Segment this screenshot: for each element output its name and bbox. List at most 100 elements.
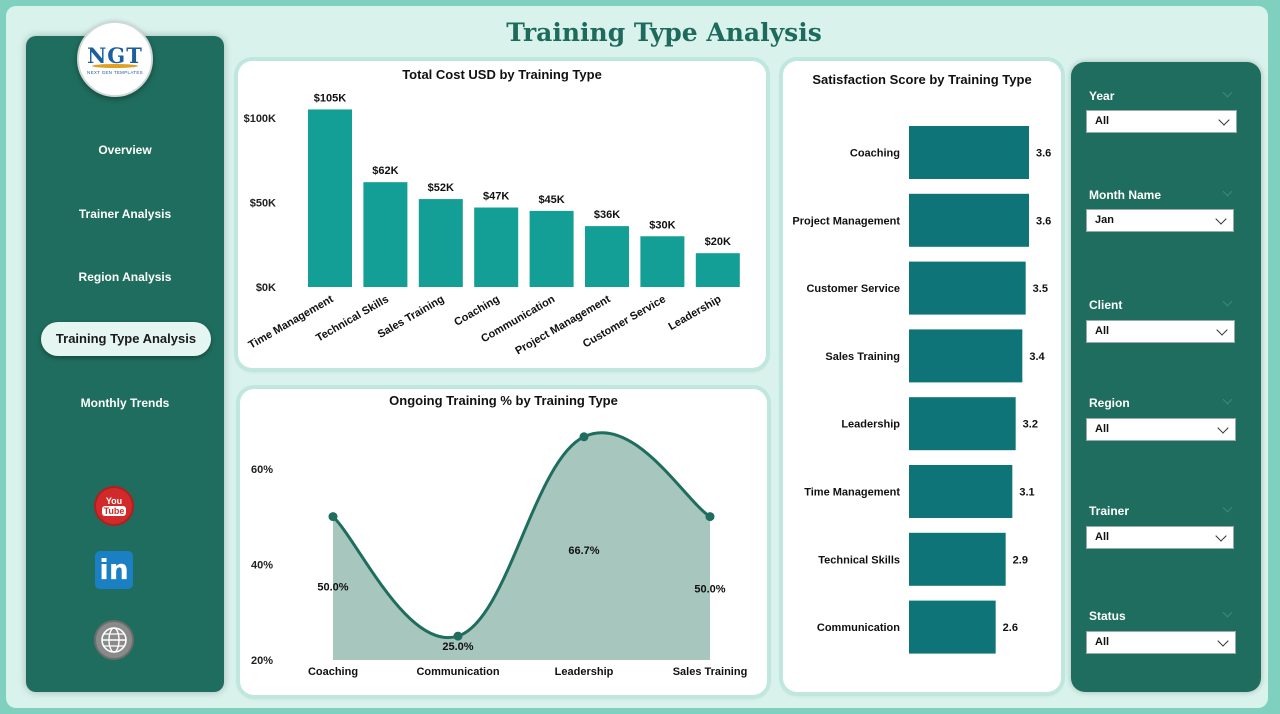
filter-status-value: All — [1095, 636, 1110, 648]
x-tick-label: Leadership — [666, 293, 723, 333]
bar — [529, 210, 574, 287]
linkedin-icon[interactable]: in — [95, 551, 133, 589]
chevron-down-icon[interactable] — [1222, 186, 1233, 197]
chevron-down-icon[interactable] — [1222, 296, 1233, 307]
bar — [909, 532, 1006, 586]
chevron-down-icon — [1215, 213, 1227, 225]
chevron-down-icon[interactable] — [1222, 394, 1233, 405]
y-tick-label: $50K — [250, 197, 276, 209]
logo: NGT NEXT GEN TEMPLATES — [77, 21, 153, 97]
filter-panel: Year All Month Name Jan Client All Regio… — [1071, 62, 1261, 692]
x-tick-label: Coaching — [308, 666, 358, 678]
bar — [640, 236, 685, 287]
data-label: 3.6 — [1036, 148, 1051, 160]
y-tick-label: 20% — [251, 655, 273, 667]
y-tick-label: $100K — [244, 113, 276, 125]
filter-trainer-label: Trainer — [1089, 504, 1130, 518]
filter-month-value: Jan — [1095, 214, 1114, 226]
bar — [909, 397, 1016, 451]
data-point — [453, 631, 463, 641]
filter-trainer-select[interactable]: All — [1086, 526, 1234, 549]
satisfaction-card: Satisfaction Score by Training Type 3.6 C… — [783, 61, 1061, 692]
chevron-down-icon — [1215, 530, 1227, 542]
data-point — [328, 512, 338, 522]
data-label: $36K — [594, 209, 620, 221]
filter-trainer-value: All — [1095, 531, 1110, 543]
filter-client-select[interactable]: All — [1086, 320, 1235, 343]
globe-icon[interactable] — [94, 620, 134, 660]
y-tick-label: Customer Service — [806, 283, 900, 295]
bar — [909, 126, 1029, 179]
data-label: 50.0% — [317, 582, 348, 594]
data-label: 3.2 — [1023, 419, 1038, 431]
nav-trainer-analysis[interactable]: Trainer Analysis — [78, 207, 172, 221]
ongoing-training-chart: 20% 40% 60% 50.0% Coaching 25.0% Communication… — [251, 431, 747, 678]
filter-region-value: All — [1095, 423, 1110, 435]
logo-subtitle: NEXT GEN TEMPLATES — [87, 70, 143, 75]
globe-icon-graphic — [101, 627, 127, 653]
bar — [308, 109, 352, 287]
data-label: 2.9 — [1013, 554, 1028, 566]
data-label: 3.6 — [1036, 215, 1051, 227]
data-label: 3.1 — [1019, 487, 1034, 499]
youtube-icon-tube: Tube — [101, 506, 127, 516]
youtube-icon[interactable]: You Tube — [94, 486, 134, 526]
chevron-down-icon — [1217, 422, 1229, 434]
logo-swoosh — [92, 64, 138, 68]
bar — [909, 329, 1023, 383]
filter-month-select[interactable]: Jan — [1086, 209, 1234, 232]
bar — [474, 207, 519, 287]
x-tick-label: Project Management — [513, 293, 612, 357]
bar — [909, 465, 1013, 518]
ongoing-training-card: Ongoing Training % by Training Type 20% 4… — [240, 389, 767, 695]
y-tick-label: 40% — [251, 559, 273, 571]
filter-status-select[interactable]: All — [1086, 631, 1236, 654]
series-line — [331, 431, 711, 640]
y-tick-label: Coaching — [850, 148, 900, 160]
x-tick-label: Communication — [416, 666, 499, 678]
chevron-down-icon[interactable] — [1222, 87, 1233, 98]
chevron-down-icon[interactable] — [1222, 607, 1233, 618]
data-label: 3.4 — [1029, 351, 1045, 363]
area-fill — [333, 432, 710, 660]
bar — [909, 193, 1029, 247]
data-label: $20K — [705, 236, 731, 248]
nav-region-analysis[interactable]: Region Analysis — [78, 270, 172, 284]
chevron-down-icon — [1218, 114, 1230, 126]
bar — [418, 199, 463, 287]
data-label: 3.5 — [1033, 283, 1048, 295]
nav-monthly-trends[interactable]: Monthly Trends — [80, 396, 170, 410]
data-label: $62K — [372, 165, 398, 177]
nav-training-type-analysis[interactable]: Training Type Analysis — [41, 322, 211, 356]
data-label: $105K — [314, 92, 346, 104]
bar — [585, 226, 629, 287]
x-tick-label: Coaching — [452, 293, 501, 328]
chevron-down-icon[interactable] — [1222, 502, 1233, 513]
y-tick-label: Time Management — [804, 487, 900, 499]
data-label: 2.6 — [1003, 622, 1018, 634]
ongoing-training-title: Ongoing Training % by Training Type — [389, 393, 618, 408]
data-label: $52K — [428, 182, 454, 194]
y-tick-label: Sales Training — [825, 351, 900, 363]
data-label: $30K — [649, 219, 675, 231]
chevron-down-icon — [1217, 635, 1229, 647]
filter-client-value: All — [1095, 325, 1110, 337]
y-tick-label: 60% — [251, 464, 273, 476]
filter-year-value: All — [1095, 115, 1110, 127]
filter-region-label: Region — [1089, 396, 1130, 410]
y-tick-label: Project Management — [792, 215, 900, 227]
bar — [909, 600, 996, 654]
filter-year-select[interactable]: All — [1086, 110, 1237, 133]
satisfaction-chart: 3.6 Coaching 3.6 Project Management 3.5 Custo… — [792, 126, 1051, 654]
nav-overview[interactable]: Overview — [98, 143, 152, 157]
filter-year-label: Year — [1089, 89, 1115, 103]
data-label: $47K — [483, 191, 509, 203]
data-label: $45K — [538, 194, 564, 206]
filter-region-select[interactable]: All — [1086, 418, 1236, 441]
bar — [695, 253, 740, 287]
bar — [363, 182, 408, 287]
data-label: 66.7% — [568, 545, 599, 557]
y-tick-label: Technical Skills — [818, 554, 900, 566]
sidebar: NGT NEXT GEN TEMPLATES Overview Trainer … — [26, 21, 224, 692]
filter-month-label: Month Name — [1089, 188, 1161, 202]
